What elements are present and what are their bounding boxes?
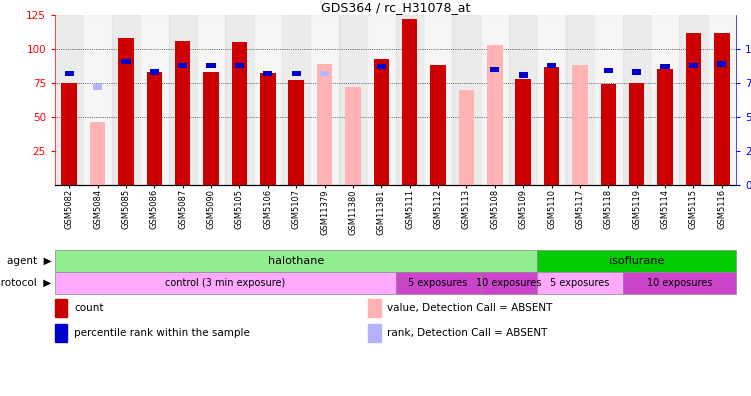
Bar [260,74,276,185]
Bar [459,90,474,185]
Text: value, Detection Call = ABSENT: value, Detection Call = ABSENT [388,303,553,313]
Bar [544,67,559,185]
Bar [424,15,452,185]
Bar [660,64,670,69]
Bar [235,63,244,68]
Bar [112,15,140,185]
Bar [481,272,538,294]
Text: control (3 min exposure): control (3 min exposure) [165,278,285,288]
Bar [146,72,162,185]
Bar [317,64,333,185]
Bar [707,15,736,185]
Text: 5 exposures: 5 exposures [409,278,468,288]
Text: agent  ▶: agent ▶ [7,256,51,266]
Bar [377,64,386,69]
Text: isoflurane: isoflurane [609,256,665,266]
Bar [714,33,730,185]
Bar [310,15,339,185]
Bar [178,63,187,68]
Bar [65,71,74,76]
Bar [93,84,102,90]
Bar [55,15,83,185]
Bar [282,15,310,185]
Bar [339,15,367,185]
Bar [623,272,736,294]
Bar [204,72,219,185]
Bar [623,15,651,185]
Bar [396,15,424,185]
Bar [657,69,673,185]
Bar [538,250,736,272]
Bar [55,250,538,272]
Bar [566,15,594,185]
Bar [717,61,726,67]
Bar [140,15,168,185]
Bar [231,42,247,185]
Text: 5 exposures: 5 exposures [550,278,610,288]
Text: GDS364 / rc_H31078_at: GDS364 / rc_H31078_at [321,1,470,14]
Bar [604,68,613,74]
Bar [490,67,499,72]
Bar [291,71,301,76]
Bar [345,87,360,185]
Bar [83,15,112,185]
Bar [689,63,698,68]
Bar [121,59,131,64]
Bar [594,15,623,185]
Bar [538,15,566,185]
Text: 10 exposures: 10 exposures [647,278,712,288]
Bar [368,324,381,342]
Bar [55,272,396,294]
Bar [373,59,389,185]
Text: halothane: halothane [268,256,324,266]
Bar [90,122,105,185]
Text: protocol  ▶: protocol ▶ [0,278,51,288]
Bar [320,71,329,76]
Bar [402,19,418,185]
Bar [207,63,216,68]
Bar [197,15,225,185]
Text: rank, Detection Call = ABSENT: rank, Detection Call = ABSENT [388,328,547,338]
Bar [632,69,641,75]
Bar [481,15,509,185]
Bar [572,65,588,185]
Text: 10 exposures: 10 exposures [476,278,541,288]
Bar [367,15,396,185]
Bar [515,79,531,185]
Bar [430,65,446,185]
Text: percentile rank within the sample: percentile rank within the sample [74,328,250,338]
Bar [368,299,381,317]
Bar [679,15,707,185]
Bar [396,272,481,294]
Bar [518,72,528,78]
Bar [263,71,273,76]
Bar [225,15,254,185]
Bar [547,63,556,68]
Bar [55,299,68,317]
Bar [509,15,538,185]
Bar [452,15,481,185]
Bar [487,45,502,185]
Bar [55,324,68,342]
Bar [686,33,701,185]
Bar [601,84,616,185]
Bar [118,38,134,185]
Bar [62,83,77,185]
Bar [288,80,304,185]
Bar [651,15,679,185]
Bar [538,272,623,294]
Bar [168,15,197,185]
Bar [149,69,159,75]
Bar [175,41,191,185]
Bar [629,83,644,185]
Text: count: count [74,303,104,313]
Bar [254,15,282,185]
